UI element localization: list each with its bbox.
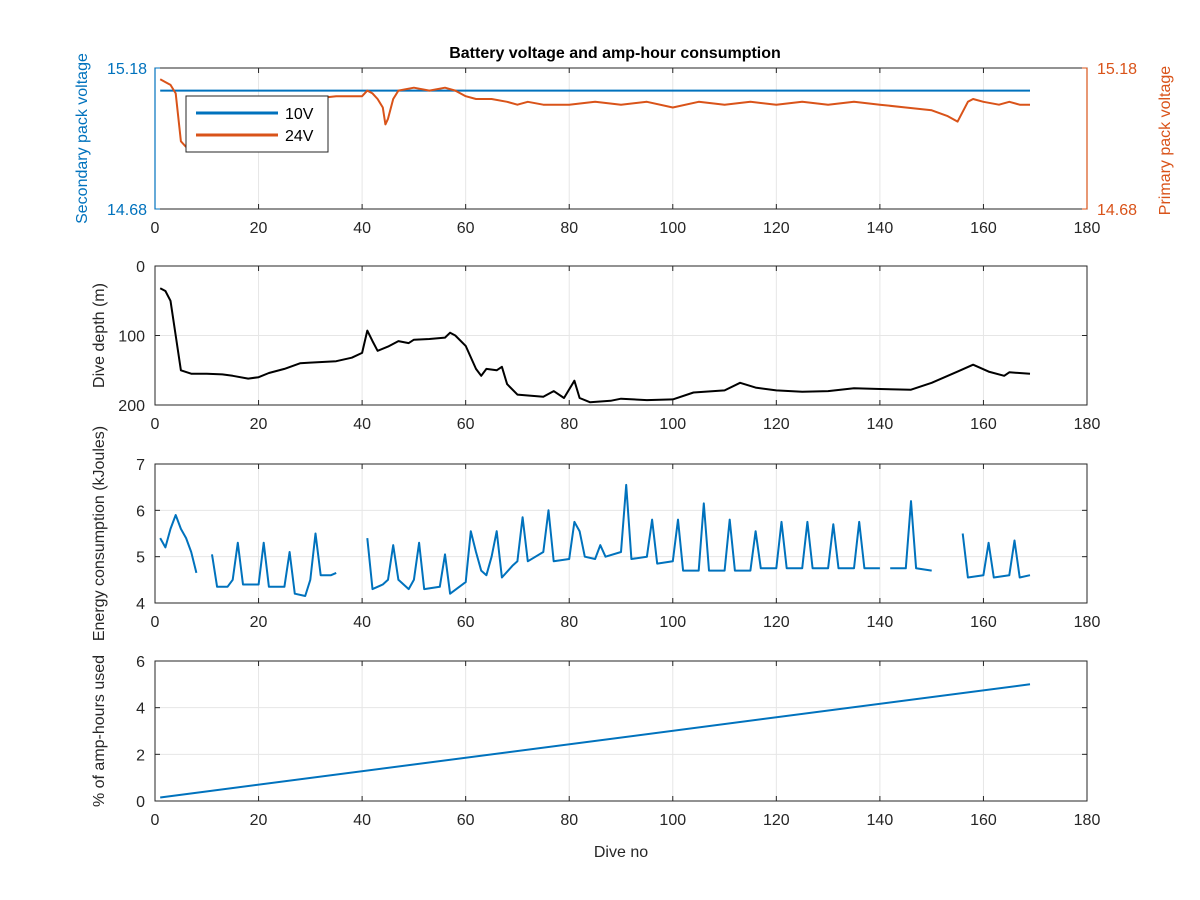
amphours-axes-box [154,660,1088,802]
amphours-xtick-label: 80 [560,812,578,829]
depth-plot: 0 20 40 60 80 100 120 140 160 180 0 100 200 Dive dept… [91,259,1100,433]
depth-xtick-label: 100 [659,416,686,433]
energy-xtick-label: 40 [353,614,371,631]
voltage-xtick-label: 180 [1074,220,1101,237]
amphours-xtick-label: 60 [457,812,475,829]
voltage-plot: 0 20 40 60 80 100 120 140 160 18014.6815.1814.681… [74,45,1174,237]
voltage-xtick-label: 80 [560,220,578,237]
depth-xtick-label: 80 [560,416,578,433]
voltage-xtick-label: 100 [659,220,686,237]
energy-ytick-label: 4 [136,596,145,613]
amphours-ytick-label: 4 [136,701,145,718]
amphours-xtick-label: 0 [151,812,160,829]
voltage-xtick-label: 0 [151,220,160,237]
legend-box [185,95,329,153]
energy-xtick-label: 0 [151,614,160,631]
amphours-xtick-label: 180 [1074,812,1101,829]
energy-xtick-label: 140 [867,614,894,631]
depth-series-1-line [159,287,1031,404]
amphours-ytick-label: 0 [136,794,145,811]
voltage-xtick-label: 60 [457,220,475,237]
depth-xtick-label: 0 [151,416,160,433]
amphours-ytick-label: 2 [136,747,145,764]
energy-plot-area [155,464,1087,603]
voltage-ytick-right-label: 14.68 [1097,202,1137,219]
voltage-ytick-right-label: 15.18 [1097,61,1137,78]
energy-ylabel: Energy consumption (kJoules) [91,426,108,641]
energy-ytick-label: 6 [136,503,145,520]
amphours-xlabel: Dive no [594,844,648,861]
amphours-series-1-line [160,683,1031,799]
voltage-ytick-left-label: 15.18 [107,61,147,78]
depth-ytick-label: 0 [136,259,145,276]
energy-xtick-label: 100 [659,614,686,631]
voltage-xtick-label: 160 [970,220,997,237]
voltage-ylabel-left: Secondary pack voltage [74,53,91,224]
energy-series-1-line [961,533,1031,579]
energy-plot: 0 20 40 60 80 100 120 140 160 180 4 5 6 7 Energy consu… [91,426,1100,641]
voltage-xtick-label: 20 [250,220,268,237]
voltage-ylabel-right: Primary pack voltage [1157,66,1174,215]
depth-ytick-label: 200 [118,398,145,415]
depth-xtick-label: 160 [970,416,997,433]
energy-xtick-label: 120 [763,614,790,631]
amphours-xtick-label: 120 [763,812,790,829]
amphours-xtick-label: 40 [353,812,371,829]
chart-title: Battery voltage and amp-hour consumption [449,45,781,62]
energy-series-1-line [890,500,932,572]
voltage-xtick-label: 140 [867,220,894,237]
energy-xtick-label: 80 [560,614,578,631]
amphours-xtick-label: 140 [867,812,894,829]
depth-xtick-label: 60 [457,416,475,433]
energy-ytick-label: 7 [136,457,145,474]
energy-series-1-line [211,532,337,597]
energy-axes-box [154,463,1088,604]
depth-ylabel: Dive depth (m) [91,283,108,388]
depth-xtick-label: 120 [763,416,790,433]
energy-xtick-label: 180 [1074,614,1101,631]
energy-series-1-line [366,483,880,595]
depth-xtick-label: 40 [353,416,371,433]
energy-xtick-label: 160 [970,614,997,631]
energy-xtick-label: 20 [250,614,268,631]
energy-ytick-label: 5 [136,550,145,567]
amphours-plot: 0 20 40 60 80 100 120 140 160 180 0 2 4 6 % of amp-hou… [91,654,1100,861]
amphours-xtick-label: 20 [250,812,268,829]
voltage-xtick-label: 120 [763,220,790,237]
energy-series-1-line [159,514,198,574]
voltage-xtick-label: 40 [353,220,371,237]
energy-xtick-label: 60 [457,614,475,631]
voltage-ytick-left-label: 14.68 [107,202,147,219]
depth-ytick-label: 100 [118,329,145,346]
amphours-ytick-label: 6 [136,654,145,671]
amphours-xtick-label: 160 [970,812,997,829]
depth-xtick-label: 140 [867,416,894,433]
amphours-xtick-label: 100 [659,812,686,829]
legend-label-10v: 10V [285,106,314,123]
amphours-ylabel: % of amp-hours used [91,655,108,807]
depth-xtick-label: 180 [1074,416,1101,433]
legend-label-24v: 24V [285,128,314,145]
depth-xtick-label: 20 [250,416,268,433]
